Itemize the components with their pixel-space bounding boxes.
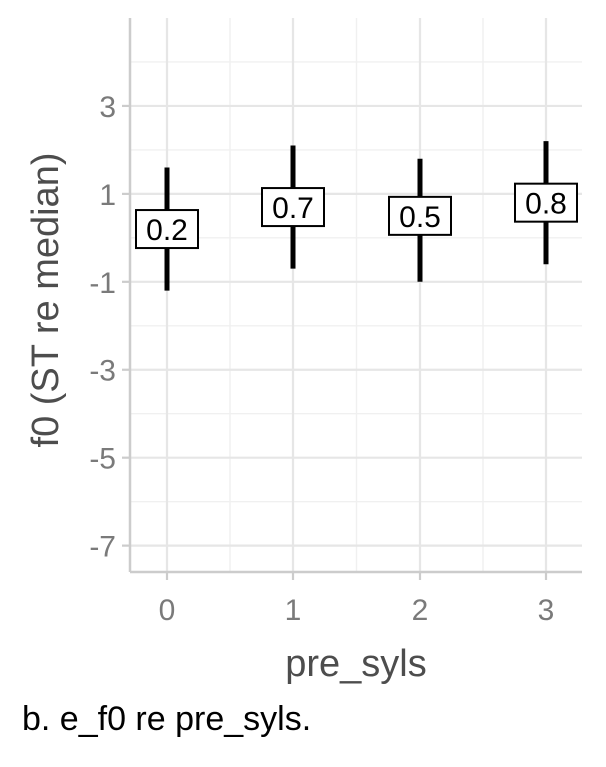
- data-label-box: [514, 182, 578, 223]
- data-label: 0.2: [146, 214, 188, 247]
- figure-caption: b. e_f0 re pre_syls.: [22, 700, 312, 738]
- y-axis-title: f0 (ST re median): [25, 153, 67, 448]
- gridlines: [130, 18, 582, 572]
- axes: [122, 18, 582, 580]
- data-label-box: [261, 187, 325, 228]
- y-tick-label: 3: [99, 91, 116, 124]
- x-tick-label: 3: [538, 594, 555, 627]
- data-label: 0.5: [399, 201, 441, 234]
- data-label: 0.8: [525, 188, 567, 221]
- x-tick-label: 0: [159, 594, 176, 627]
- x-axis-title: pre_syls: [285, 643, 427, 685]
- y-tick-label: -7: [89, 531, 116, 564]
- data-label-box: [388, 195, 452, 236]
- data-marks: 0.2 0.7 0.5 0.8: [135, 141, 578, 291]
- data-label: 0.7: [272, 192, 314, 225]
- y-tick-label: -3: [89, 355, 116, 388]
- data-label-box: [135, 209, 199, 250]
- chart: 3 1 -1 -3 -5 -7 0 1 2 3 0.2 0.7 0.5 0.8 f0 (ST re me…: [25, 18, 582, 685]
- y-tick-label: 1: [99, 179, 116, 212]
- x-tick-label: 2: [412, 594, 429, 627]
- y-tick-label: -1: [89, 267, 116, 300]
- tick-labels: 3 1 -1 -3 -5 -7 0 1 2 3: [89, 91, 554, 627]
- x-tick-label: 1: [285, 594, 302, 627]
- y-tick-label: -5: [89, 443, 116, 476]
